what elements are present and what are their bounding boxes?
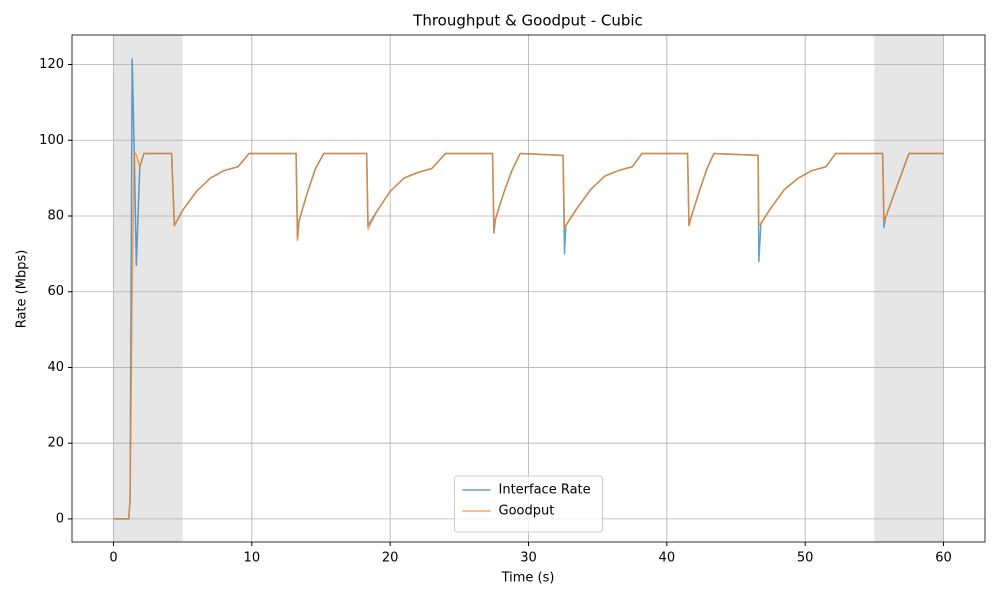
y-tick-label: 120	[39, 57, 64, 72]
x-tick-label: 0	[109, 551, 117, 566]
x-axis-label: Time (s)	[501, 571, 555, 586]
x-tick-label: 20	[382, 551, 399, 566]
legend-label: Interface Rate	[499, 483, 591, 498]
y-tick-label: 40	[47, 360, 64, 375]
y-tick-label: 100	[39, 133, 64, 148]
legend-box	[454, 475, 603, 533]
legend-label: Goodput	[499, 504, 555, 519]
x-tick-label: 50	[797, 551, 814, 566]
line-series	[113, 150, 944, 520]
x-tick-label: 30	[520, 551, 537, 566]
y-tick-label: 60	[47, 284, 64, 299]
y-axis-label: Rate (Mbps)	[15, 250, 30, 329]
y-tick-label: 0	[56, 511, 64, 526]
plot-frame	[71, 34, 986, 543]
x-tick-label: 60	[935, 551, 952, 566]
y-tick-label: 20	[47, 436, 64, 451]
shaded-region	[874, 35, 944, 542]
chart-title: Throughput & Goodput - Cubic	[412, 12, 643, 30]
y-tick-label: 80	[47, 208, 64, 223]
x-tick-label: 10	[244, 551, 261, 566]
shaded-region	[113, 35, 183, 542]
x-tick-label: 40	[659, 551, 676, 566]
